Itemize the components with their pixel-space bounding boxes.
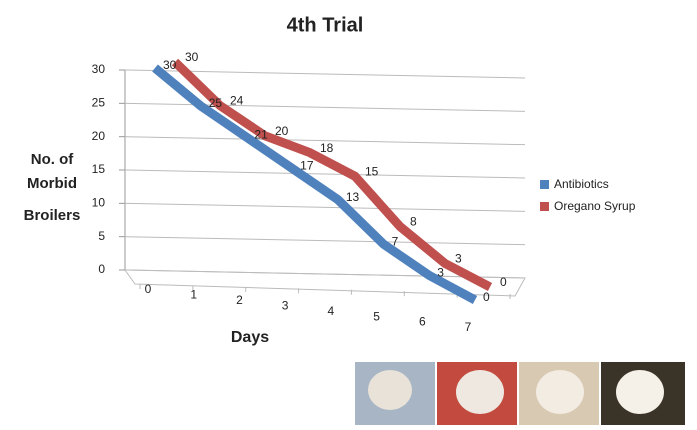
data-label: 30 bbox=[185, 50, 199, 64]
x-tick-label: 5 bbox=[373, 309, 380, 323]
data-label: 8 bbox=[410, 215, 417, 229]
data-label: 13 bbox=[346, 190, 360, 204]
data-label: 18 bbox=[320, 141, 334, 155]
x-tick-label: 3 bbox=[282, 298, 289, 312]
legend-label: Antibiotics bbox=[554, 177, 609, 191]
grid-line bbox=[125, 237, 525, 245]
y-tick-label: 25 bbox=[92, 96, 106, 110]
grid-line bbox=[125, 203, 525, 211]
x-tick-label: 2 bbox=[236, 293, 243, 307]
legend-swatch bbox=[540, 202, 549, 211]
data-label: 17 bbox=[300, 159, 314, 173]
data-label: 0 bbox=[483, 290, 490, 304]
legend-label: Oregano Syrup bbox=[554, 199, 636, 213]
data-label: 30 bbox=[163, 58, 177, 72]
y-tick-label: 10 bbox=[92, 196, 106, 210]
legend-swatch bbox=[540, 180, 549, 189]
y-tick-label: 20 bbox=[92, 129, 106, 143]
x-axis-title: Days bbox=[231, 329, 269, 346]
y-tick-label: 0 bbox=[98, 262, 105, 276]
data-label: 3 bbox=[437, 266, 444, 280]
photo-detail bbox=[456, 370, 504, 414]
photos bbox=[355, 362, 685, 425]
x-tick-label: 1 bbox=[190, 288, 197, 302]
grid-line bbox=[125, 170, 525, 178]
x-tick-label: 6 bbox=[419, 315, 426, 329]
data-label: 7 bbox=[392, 234, 399, 248]
y-axis-title: No. of bbox=[31, 151, 74, 168]
data-label: 24 bbox=[230, 94, 244, 108]
y-tick-label: 5 bbox=[98, 229, 105, 243]
data-label: 3 bbox=[455, 252, 462, 266]
photo-detail bbox=[368, 370, 412, 410]
y-axis-title: Broilers bbox=[24, 207, 81, 224]
data-label: 20 bbox=[275, 124, 289, 138]
series-line bbox=[155, 68, 475, 300]
y-tick-label: 15 bbox=[92, 162, 106, 176]
grid-line bbox=[125, 103, 525, 111]
x-tick-label: 0 bbox=[145, 282, 152, 296]
data-label: 25 bbox=[209, 96, 223, 110]
data-label: 0 bbox=[500, 275, 507, 289]
photo-detail bbox=[616, 370, 664, 414]
data-label: 21 bbox=[254, 127, 268, 141]
chart-title: 4th Trial bbox=[287, 14, 364, 36]
y-axis-title: Morbid bbox=[27, 175, 77, 192]
data-label: 15 bbox=[365, 164, 379, 178]
photo-detail bbox=[536, 370, 584, 414]
page: {"chart_data": {"type": "line", "title":… bbox=[0, 0, 697, 425]
x-tick-label: 4 bbox=[328, 304, 335, 318]
y-tick-label: 30 bbox=[92, 62, 106, 76]
x-tick-label: 7 bbox=[465, 320, 472, 334]
chart: 4th Trial Days No. ofMorbidBroilers05101… bbox=[0, 0, 697, 425]
